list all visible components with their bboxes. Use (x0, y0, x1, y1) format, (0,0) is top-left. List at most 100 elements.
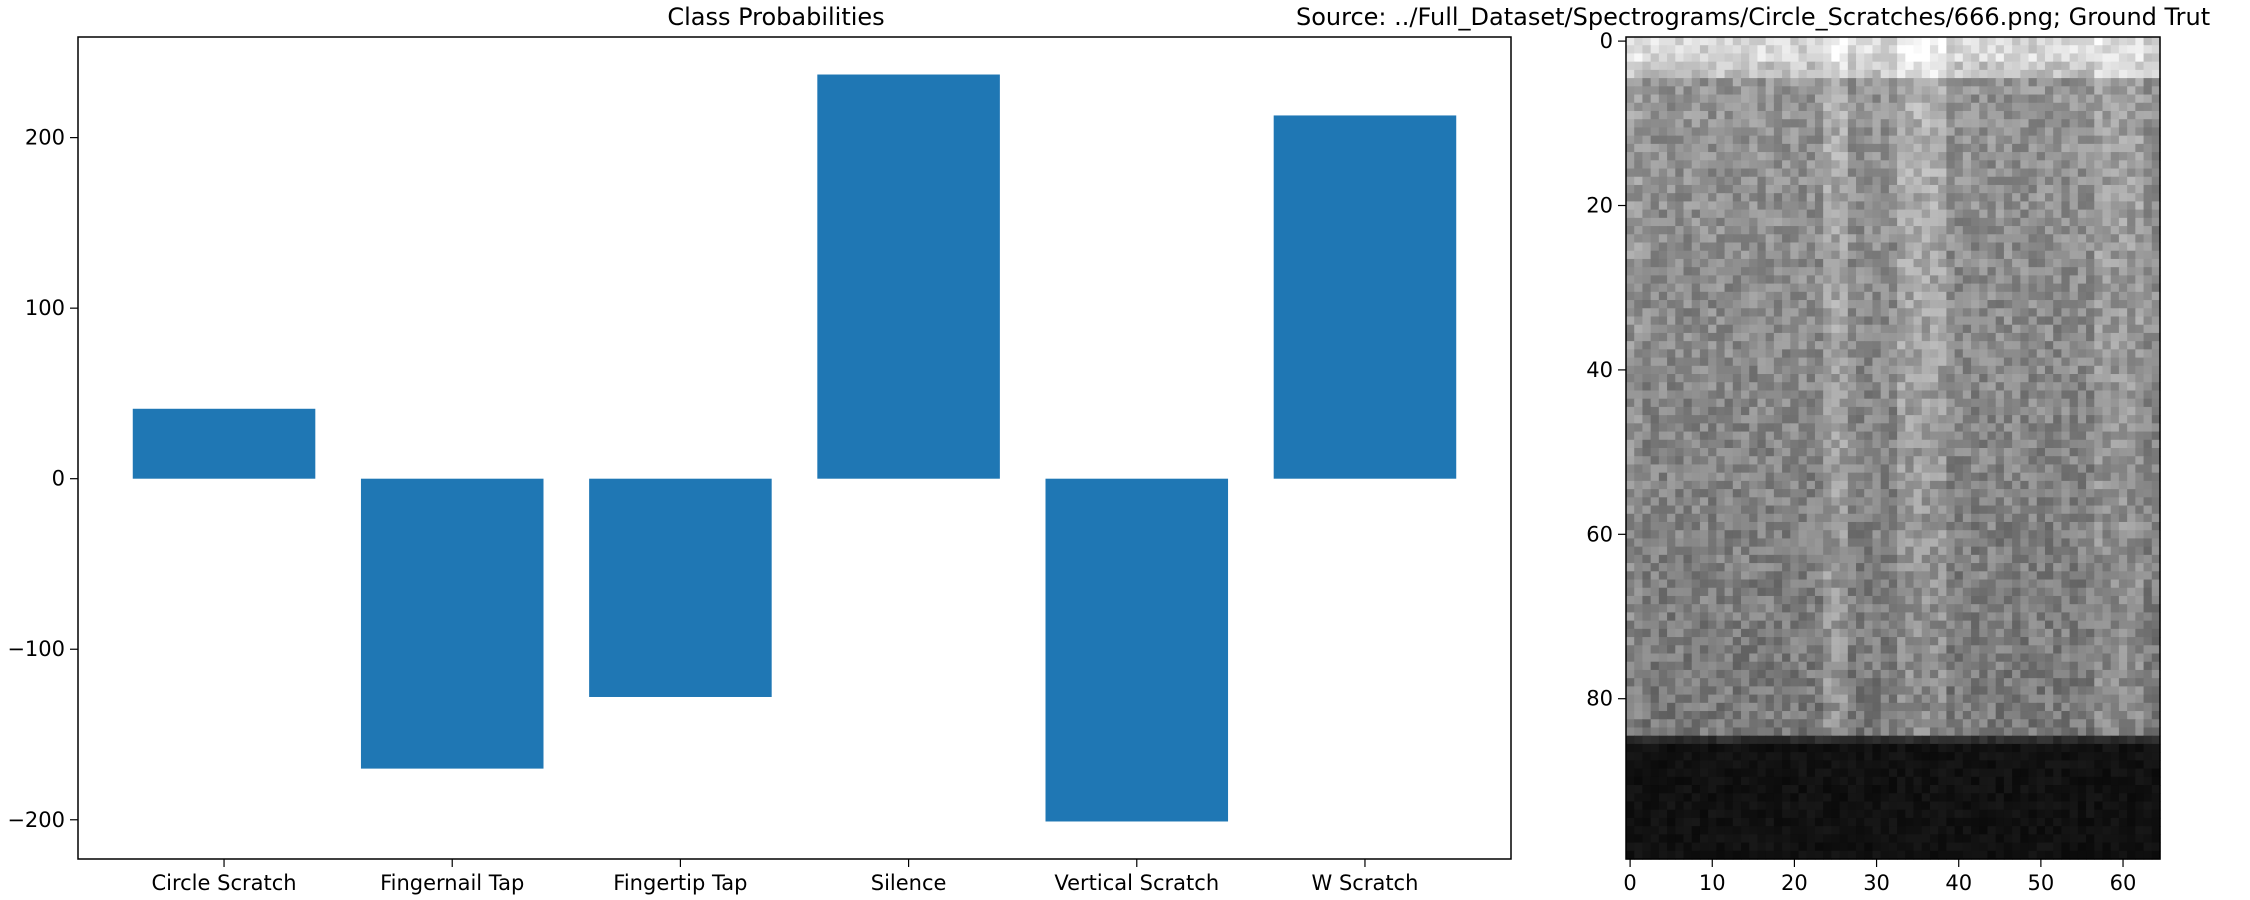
spectrogram-cell (1979, 152, 1989, 161)
spectrogram-cell (1626, 423, 1635, 433)
spectrogram-cell (1897, 382, 1906, 392)
spectrogram-cell (1962, 143, 1972, 153)
spectrogram-cell (2094, 628, 2104, 638)
spectrogram-cell (2053, 472, 2063, 482)
spectrogram-cell (1814, 382, 1824, 392)
spectrogram-cell (1995, 546, 2005, 556)
spectrogram-cell (1724, 480, 1734, 490)
spectrogram-cell (2044, 102, 2054, 112)
spectrogram-cell (2102, 406, 2112, 416)
spectrogram-cell (2135, 209, 2145, 219)
spectrogram-cell (1691, 554, 1701, 564)
spectrogram-cell (1691, 472, 1701, 482)
spectrogram-cell (1962, 267, 1972, 276)
spectrogram-cell (2003, 110, 2013, 120)
spectrogram-cell (2077, 530, 2087, 540)
spectrogram-cell (1839, 456, 1849, 466)
spectrogram-cell (1642, 538, 1652, 548)
spectrogram-cell (2044, 275, 2054, 285)
spectrogram-cell (2094, 612, 2104, 622)
spectrogram-cell (1856, 521, 1865, 531)
spectrogram-cell (1946, 612, 1956, 622)
spectrogram-cell (1913, 480, 1923, 490)
spectrogram-cell (1962, 242, 1972, 252)
spectrogram-cell (1921, 226, 1931, 235)
spectrogram-cell (2143, 332, 2153, 342)
spectrogram-cell (1987, 226, 1997, 235)
spectrogram-cell (2036, 415, 2046, 424)
spectrogram-cell (1938, 587, 1947, 597)
spectrogram-cell (1667, 193, 1676, 202)
spectrogram-cell (1724, 135, 1734, 145)
spectrogram-cell (2102, 390, 2112, 400)
spectrogram-cell (1905, 521, 1915, 531)
spectrogram-cell (2012, 250, 2021, 260)
spectrogram-cell (2102, 193, 2112, 202)
spectrogram-cell (1634, 102, 1644, 112)
spectrogram-cell (1905, 275, 1915, 285)
spectrogram-cell (2044, 242, 2054, 252)
spectrogram-cell (2086, 571, 2095, 581)
spectrogram-cell (2143, 143, 2153, 153)
spectrogram-cell (1667, 448, 1676, 457)
spectrogram-cell (2003, 431, 2013, 441)
spectrogram-cell (1987, 300, 1997, 309)
spectrogram-cell (1847, 604, 1857, 613)
spectrogram-cell (1683, 110, 1693, 120)
spectrogram-cell (1864, 267, 1874, 276)
spectrogram-cell (1667, 505, 1676, 515)
spectrogram-cell (1658, 530, 1668, 540)
spectrogram-cell (2143, 365, 2153, 375)
spectrogram-cell (2118, 184, 2128, 194)
spectrogram-cell (1699, 217, 1709, 227)
spectrogram-cell (2020, 554, 2030, 564)
spectrogram-cell (1987, 86, 1997, 96)
spectrogram-cell (1921, 595, 1931, 605)
spectrogram-cell (1749, 563, 1759, 572)
spectrogram-cell (2118, 86, 2128, 96)
spectrogram-cell (1897, 86, 1906, 96)
spectrogram-cell (2069, 250, 2079, 260)
spectrogram-cell (1790, 497, 1800, 507)
spectrogram-cell (1798, 530, 1808, 540)
spectrogram-cell (2135, 201, 2145, 211)
spectrogram-cell (2086, 283, 2095, 293)
spectrogram-cell (1847, 226, 1857, 235)
spectrogram-cell (1708, 332, 1717, 342)
spectrogram-cell (1897, 595, 1906, 605)
spectrogram-cell (1642, 94, 1652, 104)
spectrogram-cell (1839, 143, 1849, 153)
spectrogram-cell (2086, 168, 2095, 178)
spectrogram-cell (1741, 497, 1750, 507)
spectrogram-cell (1699, 357, 1709, 367)
spectrogram-cell (1929, 135, 1939, 145)
spectrogram-cell (1897, 563, 1906, 572)
spectrogram-cell (1642, 571, 1652, 581)
spectrogram-cell (1708, 464, 1717, 474)
spectrogram-cell (2118, 291, 2128, 301)
spectrogram-cell (2143, 168, 2153, 178)
spectrogram-cell (1650, 538, 1660, 548)
spectrogram-cell (2053, 193, 2063, 202)
spectrogram-cell (1765, 258, 1775, 268)
spectrogram-cell (1831, 587, 1841, 597)
spectrogram-cell (1971, 234, 1980, 244)
spectrogram-cell (1823, 242, 1832, 252)
spectrogram-cell (2110, 217, 2120, 227)
spectrogram-cell (1691, 201, 1701, 211)
spectrogram-cell (1962, 480, 1972, 490)
spectrogram-cell (1962, 78, 1972, 87)
spectrogram-cell (1864, 316, 1874, 326)
spectrogram-cell (1716, 226, 1726, 235)
x-tick-label: Fingertip Tap (613, 871, 747, 895)
spectrogram-cell (1667, 415, 1676, 424)
spectrogram-cell (1699, 489, 1709, 498)
spectrogram-cell (1741, 258, 1750, 268)
spectrogram-cell (1962, 546, 1972, 556)
spectrogram-cell (2102, 176, 2112, 186)
spectrogram-cell (2102, 78, 2112, 87)
spectrogram-cell (2069, 530, 2079, 540)
spectrogram-cell (1642, 102, 1652, 112)
spectrogram-cell (1642, 119, 1652, 129)
spectrogram-cell (1773, 448, 1783, 457)
